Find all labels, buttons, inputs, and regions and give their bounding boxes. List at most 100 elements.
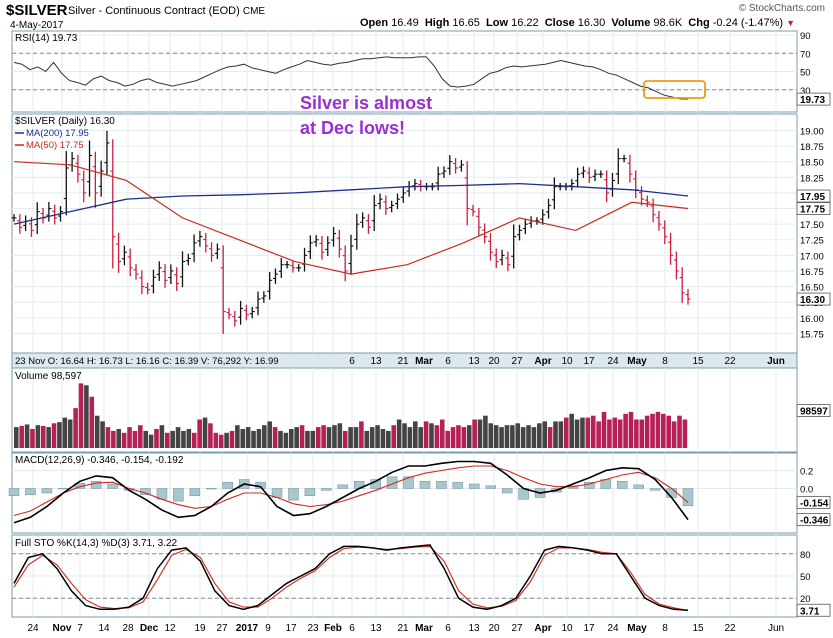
volume-bar-96	[531, 427, 537, 448]
volume-bar-71	[396, 419, 402, 448]
rsi-line	[13, 56, 689, 100]
macd-hist-bar-41	[682, 488, 694, 507]
bottom-x-label-23: 10	[561, 623, 573, 634]
volume-bar-12	[78, 383, 84, 448]
bottom-x-label-17: Mar	[415, 623, 433, 634]
top-x-label-20: 20	[488, 356, 500, 367]
macd-hist-bar-0	[8, 488, 20, 496]
macd-hist-bar-30	[501, 488, 513, 494]
volume-bar-83	[461, 427, 467, 448]
macd-hist-bar-12	[206, 488, 217, 490]
volume-bar-68	[380, 429, 386, 448]
bottom-x-label-3: 14	[98, 623, 110, 634]
volume-bar-19	[116, 429, 122, 448]
volume-bar-114	[628, 411, 634, 448]
volume-bar-60	[337, 423, 343, 448]
volume-bar-15	[94, 415, 100, 448]
top-x-label-14: 6	[349, 356, 355, 367]
ma50-last-value-box	[796, 202, 831, 215]
volume-bar-39	[224, 432, 229, 448]
top-x-label-21: 27	[511, 356, 523, 367]
chart-date: 4-May-2017	[10, 20, 64, 31]
volume-bar-101	[558, 421, 564, 448]
price-last-value: 16.30	[800, 295, 825, 306]
price-tick-10: 16.50	[800, 283, 824, 294]
bottom-x-label-1: Nov	[53, 623, 72, 634]
volume-bar-35	[202, 417, 208, 448]
volume-bar-61	[342, 430, 348, 448]
volume-bar-8	[57, 422, 62, 448]
bottom-x-label-14: 6	[349, 623, 355, 634]
bottom-x-label-16: 21	[397, 623, 409, 634]
volume-bar-18	[111, 430, 116, 448]
volume-bar-33	[191, 432, 197, 448]
bottom-x-label-5: Dec	[140, 623, 159, 634]
bottom-x-label-22: Apr	[534, 623, 551, 634]
top-x-label-23: 10	[561, 356, 573, 367]
top-x-label-24: 17	[583, 356, 595, 367]
volume-bar-58	[326, 427, 332, 448]
volume-bar-102	[563, 417, 569, 448]
volume-bar-59	[332, 425, 337, 448]
bottom-x-label-12: 23	[307, 623, 319, 634]
volume-bar-89	[493, 425, 499, 448]
volume-bar-31	[181, 430, 186, 448]
price-tick-13: 15.75	[800, 329, 824, 340]
bottom-x-label-9: 2017	[236, 623, 259, 634]
volume-bar-14	[89, 396, 95, 448]
sto-k-line	[13, 544, 689, 612]
low-value: 16.22	[511, 17, 539, 29]
volume-bar-5	[40, 425, 46, 448]
volume-bar-25	[148, 434, 154, 448]
volume-bar-87	[483, 415, 488, 448]
rsi-tick-1: 70	[800, 49, 811, 60]
volume-bar-49	[278, 430, 283, 448]
volume-bar-92	[510, 425, 515, 448]
volume-bar-42	[240, 429, 246, 448]
volume-bar-108	[596, 421, 601, 448]
volume-bar-88	[488, 423, 494, 448]
rsi-tick-3: 30	[800, 86, 811, 97]
rsi-last-value: 19.73	[800, 95, 825, 106]
volume-bar-109	[601, 411, 607, 448]
ma50-legend: MA(50) 17.75	[26, 140, 84, 151]
volume-bar-105	[580, 417, 585, 448]
volume-bar-76	[423, 421, 429, 448]
volume-bar-32	[186, 429, 192, 448]
volume-bar-3	[30, 429, 35, 448]
volume-bar-65	[364, 430, 370, 448]
volume-bar-36	[208, 423, 213, 448]
macd-hist-bar-39	[649, 488, 661, 491]
low-label: Low	[486, 17, 509, 29]
bottom-x-label-25: 24	[607, 623, 619, 634]
price-tick-3: 18.25	[800, 173, 824, 184]
volume-bar-79	[439, 419, 445, 448]
volume-bar-74	[413, 421, 418, 448]
bottom-x-label-27: 8	[662, 623, 668, 634]
volume-bar-21	[127, 427, 132, 448]
rsi-tick-0: 90	[800, 31, 811, 42]
sto-last-value: 3.71	[800, 606, 820, 617]
high-label: High	[424, 17, 450, 29]
volume-last-value: 98597	[800, 407, 828, 418]
bottom-x-label-20: 20	[488, 623, 500, 634]
macd-title: MACD(12,26,9) -0.346, -0.154, -0.192	[15, 455, 184, 466]
volume-bar-38	[218, 434, 224, 448]
macd-hist-bar-5	[90, 481, 102, 489]
bottom-x-label-26: May	[627, 623, 647, 634]
macd-hist-bar-38	[633, 484, 644, 489]
volume-bar-57	[321, 425, 326, 448]
volume-bar-13	[84, 385, 89, 448]
price-tick-0: 19.00	[800, 126, 824, 137]
volume-bar-52	[294, 427, 299, 448]
volume-bar-47	[267, 421, 273, 448]
bottom-x-label-21: 27	[511, 623, 523, 634]
volume-bar-81	[450, 427, 456, 448]
instrument-name: Silver - Continuous Contract (EOD)	[68, 5, 240, 17]
chg-value: -0.24 (-1.47%)	[712, 17, 784, 29]
top-x-label-16: 21	[397, 356, 409, 367]
macd-hist-bar-10	[173, 488, 184, 502]
annotation-line-1: Silver is almost	[300, 93, 433, 113]
